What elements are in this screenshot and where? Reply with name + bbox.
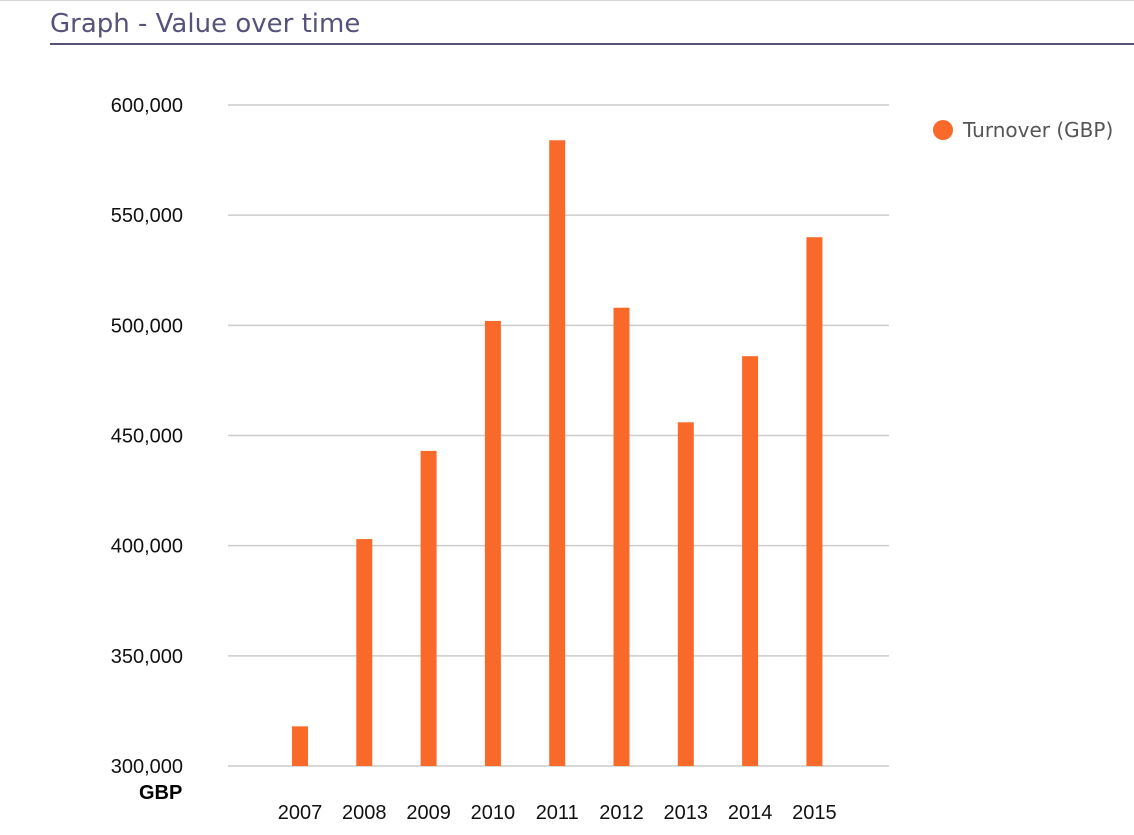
x-axis-ticks: 2007 2008 2009 2010 2011 2012 2013 2014 2015 (278, 802, 837, 824)
y-axis-ticks: 300,000 350,000 400,000 450,000 500,000 550,0… (111, 95, 183, 778)
bar-2012[interactable] (613, 307, 630, 766)
page-title: Graph - Value over time (50, 9, 361, 39)
legend-marker-icon (933, 120, 953, 140)
top-border (0, 0, 1134, 1)
legend[interactable]: Turnover (GBP) (933, 118, 1113, 142)
x-tick-label: 2007 (278, 802, 323, 824)
y-tick-label: 450,000 (111, 426, 183, 448)
x-tick-label: 2009 (406, 802, 451, 824)
x-tick-label: 2012 (599, 802, 644, 824)
y-tick-label: 350,000 (111, 646, 183, 668)
bar-2010[interactable] (484, 320, 501, 766)
y-tick-label: 550,000 (111, 205, 183, 227)
y-tick-label: 300,000 (111, 756, 183, 778)
bar-2011[interactable] (549, 140, 566, 767)
x-tick-label: 2015 (792, 802, 837, 824)
x-tick-label: 2011 (536, 802, 579, 824)
bar-2007[interactable] (292, 726, 308, 766)
bar-2014[interactable] (742, 356, 759, 766)
y-tick-label: 500,000 (111, 315, 183, 337)
y-axis-unit-label: GBP (139, 782, 182, 804)
bar-2009[interactable] (420, 450, 437, 766)
bar-2015[interactable] (806, 237, 823, 766)
legend-label: Turnover (GBP) (963, 118, 1114, 142)
y-tick-label: 400,000 (111, 536, 183, 558)
bar-2013[interactable] (677, 422, 694, 766)
x-tick-label: 2010 (471, 802, 516, 824)
x-tick-label: 2014 (728, 802, 773, 824)
x-tick-label: 2008 (342, 802, 387, 824)
y-tick-label: 600,000 (111, 95, 183, 117)
bar-2008[interactable] (356, 539, 373, 766)
title-underline (50, 43, 1134, 45)
bars (292, 140, 823, 767)
x-tick-label: 2013 (664, 802, 709, 824)
